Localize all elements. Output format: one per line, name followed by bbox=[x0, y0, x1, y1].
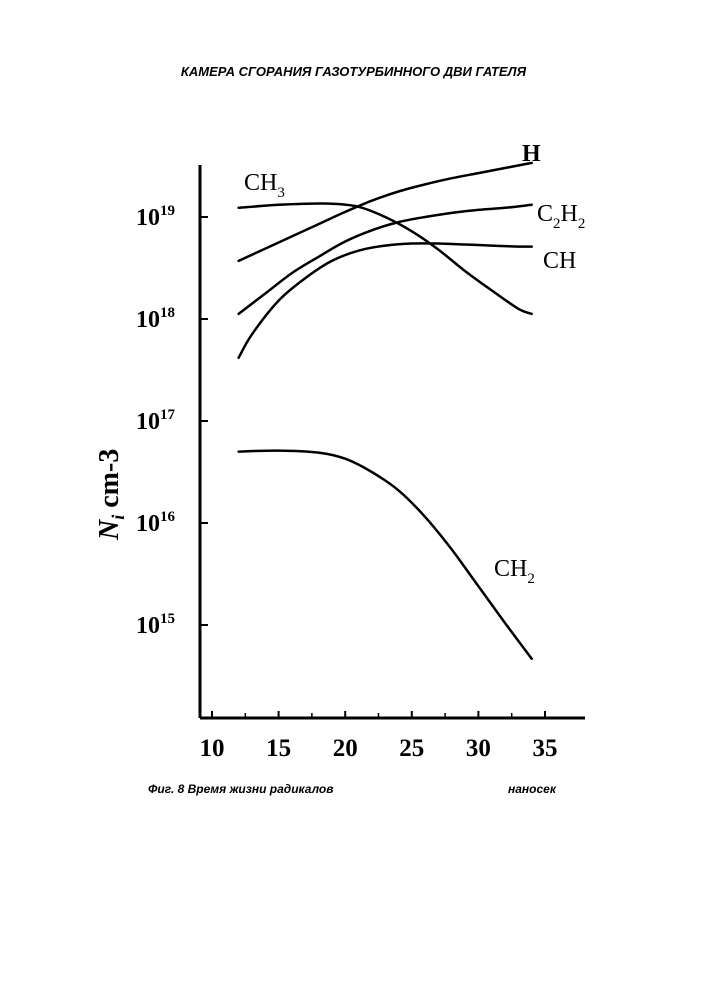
series-labels: HCH3C2H2CHCH2 bbox=[244, 141, 585, 587]
series-label-part: 2 bbox=[578, 216, 586, 232]
y-tick-label-base: 10 bbox=[136, 307, 160, 333]
series-label-part: 2 bbox=[553, 216, 561, 232]
y-tick-label-exponent: 19 bbox=[160, 203, 175, 219]
y-tick-label-exponent: 17 bbox=[160, 407, 176, 423]
y-tick-labels: 10151016101710181019 bbox=[136, 203, 176, 639]
x-tick-label: 15 bbox=[266, 735, 291, 762]
series-label-part: H bbox=[522, 141, 541, 167]
x-tick-label: 35 bbox=[533, 735, 558, 762]
series-label-part: CH bbox=[244, 170, 277, 196]
y-tick-label-base: 10 bbox=[136, 613, 160, 639]
y-tick-label-base: 10 bbox=[136, 511, 160, 537]
y-tick-label: 1015 bbox=[136, 611, 175, 639]
series-label-c2h2: C2H2 bbox=[537, 201, 585, 232]
series-label-part: 3 bbox=[277, 185, 285, 201]
series-label-part: C bbox=[537, 201, 553, 227]
y-tick-label-base: 10 bbox=[136, 205, 160, 231]
series-label-ch2: CH2 bbox=[494, 556, 535, 587]
x-tick-label: 10 bbox=[200, 735, 225, 762]
series-label-ch3: CH3 bbox=[244, 170, 285, 201]
y-axis-label: Ni cm-3 bbox=[94, 449, 128, 541]
series-label-part: CH bbox=[494, 556, 527, 582]
y-tick-label: 1016 bbox=[136, 509, 176, 537]
x-tick-label: 30 bbox=[466, 735, 491, 762]
y-tick-label: 1018 bbox=[136, 305, 175, 333]
y-tick-label-exponent: 16 bbox=[160, 509, 176, 525]
y-tick-label-exponent: 15 bbox=[160, 611, 175, 627]
series-lines bbox=[239, 163, 532, 659]
y-axis-label-base: N bbox=[94, 518, 125, 541]
figure-caption: Фиг. 8 Время жизни радикалов bbox=[148, 782, 333, 796]
series-line-ch2 bbox=[239, 451, 532, 659]
axes bbox=[200, 165, 585, 718]
series-label-part: H bbox=[561, 201, 578, 227]
time-unit-label: наносек bbox=[508, 782, 556, 796]
y-tick-label-exponent: 18 bbox=[160, 305, 175, 321]
y-tick-label: 1017 bbox=[136, 407, 176, 435]
y-tick-label-base: 10 bbox=[136, 409, 160, 435]
y-axis-label-unit: cm-3 bbox=[94, 449, 125, 515]
x-tick-labels: 10 15 20 25 30 35 bbox=[200, 735, 558, 762]
x-tick-label: 25 bbox=[399, 735, 424, 762]
series-line-ch bbox=[239, 243, 532, 357]
y-tick-label: 1019 bbox=[136, 203, 175, 231]
series-label-part: 2 bbox=[527, 571, 535, 587]
x-tick-label: 20 bbox=[333, 735, 358, 762]
series-label-ch: CH bbox=[543, 248, 576, 274]
series-label-part: CH bbox=[543, 248, 576, 274]
series-label-h: H bbox=[522, 141, 541, 167]
